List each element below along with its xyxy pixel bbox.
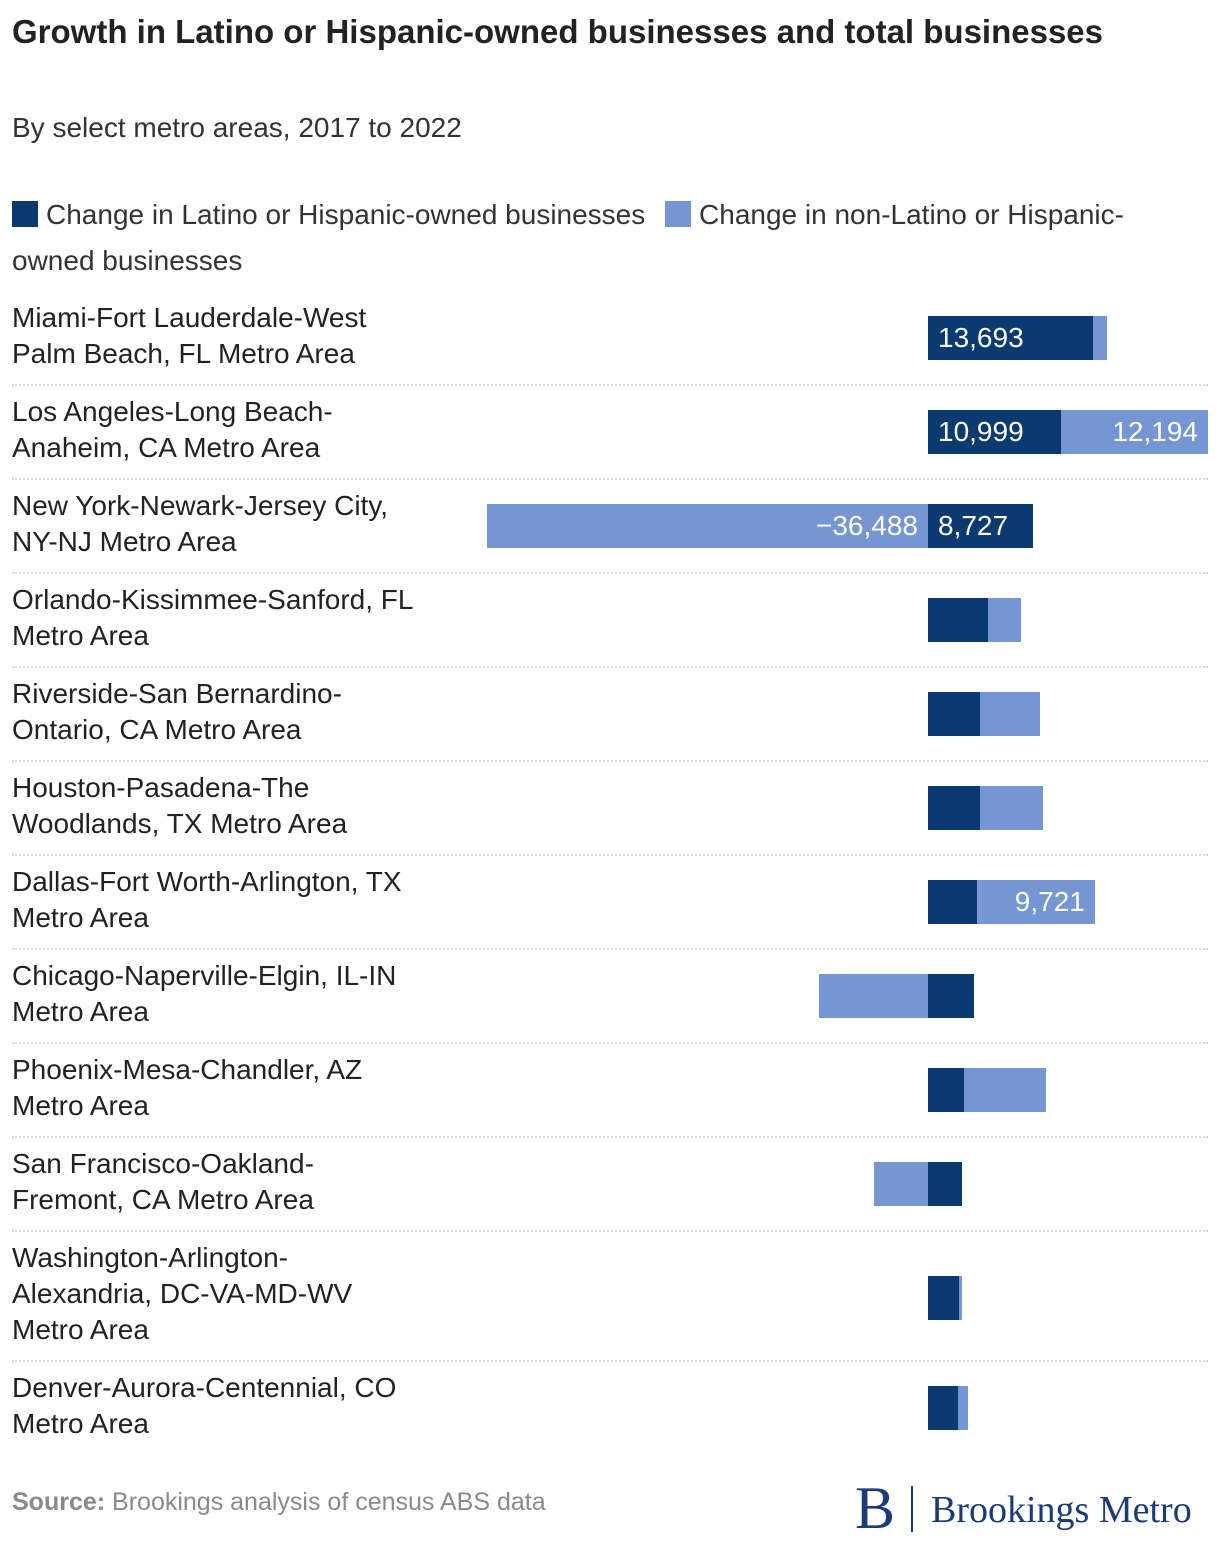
bar-latino[interactable] — [928, 504, 1034, 548]
bar-non-latino[interactable] — [964, 1068, 1047, 1112]
category-label-line: Woodlands, TX Metro Area — [12, 808, 348, 839]
category-label-line: NY-NJ Metro Area — [12, 526, 237, 557]
bar-latino[interactable] — [928, 1386, 959, 1430]
category-label: Houston-Pasadena-The Woodlands, TX Metro … — [12, 770, 482, 842]
bar-latino[interactable] — [928, 1276, 960, 1320]
category-label-line: New York-Newark-Jersey City, — [12, 490, 389, 521]
category-label-line: Alexandria, DC-VA-MD-WV — [12, 1278, 353, 1309]
bar-value-label-latino: 10,999 — [938, 416, 1024, 447]
category-label-line: Anaheim, CA Metro Area — [12, 432, 321, 463]
category-label-line: Washington-Arlington- — [12, 1242, 288, 1273]
legend-swatch-latino — [12, 201, 38, 227]
row-divider — [12, 666, 1208, 668]
bar-value-label-non-latino: 12,194 — [1112, 416, 1198, 447]
category-label-line: Ontario, CA Metro Area — [12, 714, 302, 745]
bar-non-latino[interactable] — [819, 974, 928, 1018]
category-label: Phoenix-Mesa-Chandler, AZ Metro Area — [12, 1052, 482, 1124]
chart-subtitle: By select metro areas, 2017 to 2022 — [12, 112, 462, 143]
bar-latino[interactable] — [928, 1162, 962, 1206]
category-label: Denver-Aurora-Centennial, CO Metro Area — [12, 1370, 482, 1442]
zero-line — [927, 316, 929, 1430]
bar-non-latino[interactable] — [487, 504, 928, 548]
bar-latino[interactable] — [928, 316, 1094, 360]
row-divider — [12, 760, 1208, 762]
category-label-line: Miami-Fort Lauderdale-West — [12, 302, 367, 333]
bar-non-latino[interactable] — [959, 1276, 962, 1320]
row-divider — [12, 478, 1208, 480]
bar-latino[interactable] — [928, 692, 980, 736]
bar-non-latino[interactable] — [873, 1162, 928, 1206]
chart-title: Growth in Latino or Hispanic-owned busin… — [12, 13, 1104, 50]
source-text: Brookings analysis of census ABS data — [105, 1488, 546, 1516]
category-label-line: Phoenix-Mesa-Chandler, AZ — [12, 1054, 363, 1085]
bar-value-label-latino: 8,727 — [938, 510, 1009, 541]
category-label-line: Houston-Pasadena-The — [12, 772, 310, 803]
bar-latino[interactable] — [928, 786, 980, 830]
legend-item-non-latino[interactable]: Change in non-Latino or Hispanic-owned b… — [12, 199, 1124, 276]
bar-non-latino[interactable] — [1060, 410, 1208, 454]
row-divider — [12, 1136, 1208, 1138]
row-divider — [12, 1360, 1208, 1362]
category-label-line: Los Angeles-Long Beach- — [12, 396, 333, 427]
category-label-line: Riverside-San Bernardino- — [12, 678, 342, 709]
category-label-line: Metro Area — [12, 902, 149, 933]
row-divider — [12, 854, 1208, 856]
category-label-line: Orlando-Kissimmee-Sanford, FL — [12, 584, 414, 615]
bar-latino[interactable] — [928, 1068, 965, 1112]
bar-latino[interactable] — [928, 598, 989, 642]
bar-value-label-non-latino: 9,721 — [1014, 886, 1085, 917]
category-label-line: Denver-Aurora-Centennial, CO — [12, 1372, 397, 1403]
source-label: Source: — [12, 1488, 106, 1516]
bar-non-latino[interactable] — [979, 692, 1041, 736]
legend-swatch-non-latino — [665, 201, 692, 227]
category-label-line: San Francisco-Oakland- — [12, 1148, 314, 1179]
row-divider — [12, 1230, 1208, 1232]
legend: Change in Latino or Hispanic-owned busin… — [12, 192, 1192, 284]
bar-value-label-latino: 13,693 — [938, 322, 1024, 353]
row-divider — [12, 572, 1208, 574]
bar-non-latino[interactable] — [958, 1386, 968, 1430]
category-label-line: Metro Area — [12, 1314, 149, 1345]
category-label: Chicago-Naperville-Elgin, IL-IN Metro Are… — [12, 958, 482, 1030]
legend-item-latino[interactable]: Change in Latino or Hispanic-owned busin… — [12, 199, 653, 230]
category-label-line: Fremont, CA Metro Area — [12, 1184, 314, 1215]
category-label: Orlando-Kissimmee-Sanford, FL Metro Area — [12, 582, 482, 654]
brookings-logo[interactable]: B Brookings Metro — [855, 1478, 1211, 1538]
source-note: Source: Brookings analysis of census ABS… — [12, 1484, 546, 1520]
category-label-line: Metro Area — [12, 996, 149, 1027]
category-label-line: Palm Beach, FL Metro Area — [12, 338, 355, 369]
legend-label-non-latino: Change in non-Latino or Hispanic-owned b… — [12, 199, 1124, 276]
category-label: San Francisco-Oakland- Fremont, CA Metro … — [12, 1146, 482, 1218]
category-label: Dallas-Fort Worth-Arlington, TX Metro Are… — [12, 864, 482, 936]
bar-latino[interactable] — [928, 974, 974, 1018]
bar-non-latino[interactable] — [977, 880, 1095, 924]
row-divider — [12, 1042, 1208, 1044]
category-label-line: Dallas-Fort Worth-Arlington, TX — [12, 866, 402, 897]
bar-latino[interactable] — [928, 880, 978, 924]
bar-non-latino[interactable] — [1093, 316, 1107, 360]
bar-non-latino[interactable] — [979, 786, 1043, 830]
category-label-line: Metro Area — [12, 1408, 149, 1439]
row-divider — [12, 948, 1208, 950]
legend-label-latino: Change in Latino or Hispanic-owned busin… — [46, 199, 646, 230]
category-label-line: Chicago-Naperville-Elgin, IL-IN — [12, 960, 397, 991]
category-label-line: Metro Area — [12, 1090, 149, 1121]
category-label: New York-Newark-Jersey City, NY-NJ Metro … — [12, 488, 482, 560]
category-label: Los Angeles-Long Beach- Anaheim, CA Metro… — [12, 394, 482, 466]
logo-mark: B — [855, 1475, 896, 1541]
bar-value-label-non-latino: −36,488 — [816, 510, 918, 541]
category-label: Riverside-San Bernardino- Ontario, CA Met… — [12, 676, 482, 748]
logo-divider — [911, 1486, 913, 1532]
bar-non-latino[interactable] — [988, 598, 1021, 642]
category-label: Washington-Arlington- Alexandria, DC-VA-M… — [12, 1240, 482, 1348]
category-label-line: Metro Area — [12, 620, 149, 651]
row-divider — [12, 384, 1208, 386]
category-label: Miami-Fort Lauderdale-West Palm Beach, FL… — [12, 300, 482, 372]
bar-latino[interactable] — [928, 410, 1061, 454]
logo-text: Brookings Metro — [931, 1489, 1192, 1531]
